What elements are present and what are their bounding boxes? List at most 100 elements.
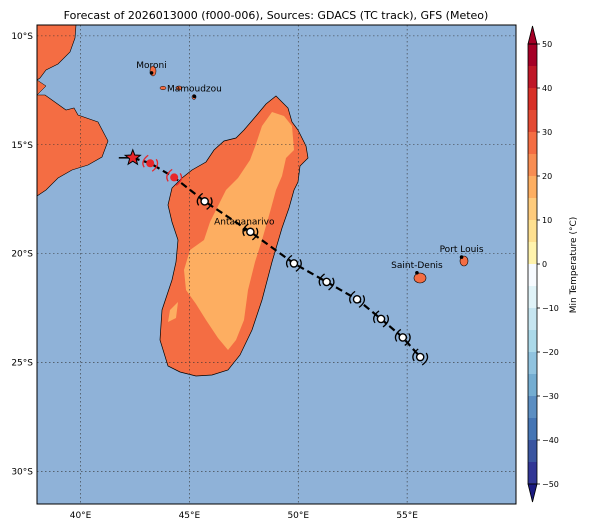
- observed-cyclone-symbol: [142, 154, 159, 172]
- colorbar-ticks: 50 40 30 20 10 0 −10 −20 −30 −40 −50: [537, 40, 559, 489]
- city-label: Mamoudzou: [167, 84, 222, 94]
- colorbar-tick-label: 20: [542, 172, 552, 181]
- colorbar-segment: [528, 154, 537, 176]
- colorbar-segment: [528, 242, 537, 264]
- forecast-cyclone-symbol: [196, 192, 213, 210]
- forecast-point: [200, 197, 209, 206]
- cyclone-arm: [142, 154, 149, 168]
- city-label: Moroni: [136, 61, 167, 71]
- colorbar-segment: [528, 66, 537, 88]
- cyclone-arm: [373, 310, 380, 324]
- africa-landmass: [37, 25, 109, 197]
- cyclone-arm: [251, 227, 259, 241]
- lon-tick-label: 55°E: [396, 511, 418, 521]
- colorbar-tick-label: −40: [542, 436, 559, 445]
- cyclone-arm: [175, 173, 183, 186]
- forecast-cyclone-symbol: [349, 290, 366, 308]
- city-marker: [149, 71, 154, 75]
- city-marker: [192, 94, 197, 99]
- map-panel[interactable]: Moroni Mamoudzou Antananarivo Saint-Denis Po…: [36, 24, 517, 505]
- cyclone-arm: [295, 259, 302, 272]
- colorbar-segment: [528, 418, 537, 440]
- moheli: [159, 85, 167, 91]
- colorbar-segment: [528, 264, 537, 286]
- cyclone-arm: [166, 168, 173, 182]
- cyclone-arm: [206, 196, 213, 210]
- colorbar-segment: [528, 374, 537, 396]
- lon-tick-label: 40°E: [70, 511, 92, 521]
- lat-tick-label: 30°S: [11, 467, 33, 477]
- colorbar-segment: [528, 132, 537, 154]
- city-label: Saint-Denis: [391, 261, 443, 271]
- forecast-point: [322, 277, 331, 287]
- colorbar-tick-label: −20: [542, 348, 559, 357]
- madagascar-highland-fringe: [168, 302, 178, 322]
- colorbar-levels: [527, 25, 538, 503]
- cyclone-arm: [328, 277, 335, 291]
- cyclone-arm: [151, 158, 159, 172]
- colorbar-tick-label: −30: [542, 392, 559, 401]
- lon-tick-label: 50°E: [287, 511, 309, 521]
- map-frame: [36, 24, 517, 505]
- colorbar-segment: [528, 110, 537, 132]
- forecast-cyclone-symbol: [394, 328, 411, 346]
- colorbar-segment: [528, 198, 537, 220]
- colorbar-segment: [528, 176, 537, 198]
- colorbar-segment: [528, 44, 537, 66]
- cyclone-arm: [196, 192, 204, 206]
- cyclone-arm: [421, 352, 429, 366]
- colorbar-segment: [528, 308, 537, 330]
- lat-tick-label: 10°S: [11, 32, 33, 42]
- city-marker: [459, 255, 464, 259]
- map-axes: 40°E 45°E 50°E 55°E 10°S 15°S 20°S 25°S 30°S: [11, 32, 418, 521]
- forecast-point: [376, 314, 386, 324]
- forecast-point: [289, 259, 299, 268]
- city-label: Port Louis: [440, 245, 484, 255]
- colorbar-segment: [528, 440, 537, 462]
- forecast-cyclone-symbol: [373, 310, 389, 328]
- colorbar-segment: [528, 352, 537, 374]
- cyclone-arm: [358, 294, 366, 308]
- colorbar-segment: [528, 88, 537, 110]
- cyclone-arm: [382, 314, 389, 328]
- forecast-point: [415, 352, 425, 362]
- forecast-cyclone-symbol: [318, 273, 335, 291]
- lat-tick-label: 25°S: [11, 358, 33, 368]
- observed-cyclone-symbol: [166, 168, 183, 186]
- lat-tick-label: 20°S: [11, 250, 33, 260]
- madagascar-highlands: [184, 112, 294, 350]
- cyclone-arm: [285, 254, 293, 268]
- colorbar-tick-label: 30: [542, 128, 552, 137]
- colorbar-extend-bottom: [527, 483, 538, 503]
- anjouan: [175, 85, 183, 91]
- cyclone-arm: [412, 348, 419, 362]
- land-layer: [37, 25, 469, 377]
- colorbar-segment: [528, 220, 537, 242]
- reunion-island: [413, 272, 427, 284]
- lat-tick-label: 15°S: [11, 141, 33, 151]
- forecast-point: [246, 227, 255, 237]
- figure-title: Forecast of 2026013000 (f000-006), Sourc…: [64, 9, 489, 22]
- cyclone-arm: [394, 328, 402, 342]
- city-markers: Moroni Mamoudzou Antananarivo Saint-Denis Po…: [136, 61, 484, 275]
- colorbar-tick-label: −10: [542, 304, 559, 313]
- observed-point: [146, 159, 155, 168]
- forecast-cyclone-symbol: [412, 348, 429, 366]
- colorbar-segment: [528, 286, 537, 308]
- colorbar-tick-label: 0: [542, 260, 547, 269]
- colorbar-tick-label: 10: [542, 216, 552, 225]
- cyclone-arm: [318, 273, 325, 287]
- city-label: Antananarivo: [214, 218, 275, 228]
- current-position-star: [123, 148, 142, 166]
- africa-coast-gap: [37, 79, 47, 96]
- colorbar-segment: [528, 396, 537, 418]
- colorbar-tick-label: 50: [542, 40, 552, 49]
- colorbar-extend-top: [527, 25, 538, 45]
- cyclone-track: [118, 148, 429, 366]
- colorbar-tick-label: −50: [542, 480, 559, 489]
- cyclone-arm: [404, 333, 411, 346]
- colorbar-segment: [528, 462, 537, 484]
- forecast-cyclone-symbol: [285, 254, 302, 272]
- forecast-point: [398, 333, 408, 342]
